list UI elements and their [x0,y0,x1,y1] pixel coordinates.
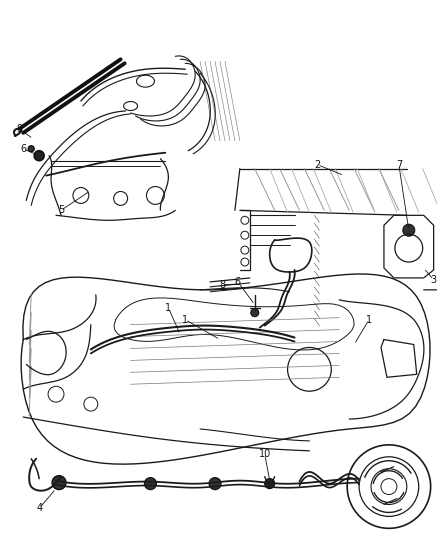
Circle shape [251,309,259,317]
Text: 3: 3 [431,275,437,285]
Text: 1: 1 [165,303,171,313]
Text: 9: 9 [16,124,22,134]
Text: 10: 10 [258,449,271,459]
Circle shape [209,478,221,490]
Text: 8: 8 [219,280,225,290]
Text: 5: 5 [58,205,64,215]
Text: 6: 6 [235,277,241,287]
Text: 6: 6 [20,144,26,154]
Circle shape [52,475,66,490]
Circle shape [403,224,415,236]
Text: 1: 1 [366,314,372,325]
Circle shape [265,479,275,489]
Circle shape [145,478,156,490]
Text: 2: 2 [314,160,321,169]
Text: 4: 4 [36,504,42,513]
Text: 1: 1 [182,314,188,325]
Circle shape [28,146,34,152]
Text: 7: 7 [396,160,402,169]
Circle shape [34,151,44,160]
